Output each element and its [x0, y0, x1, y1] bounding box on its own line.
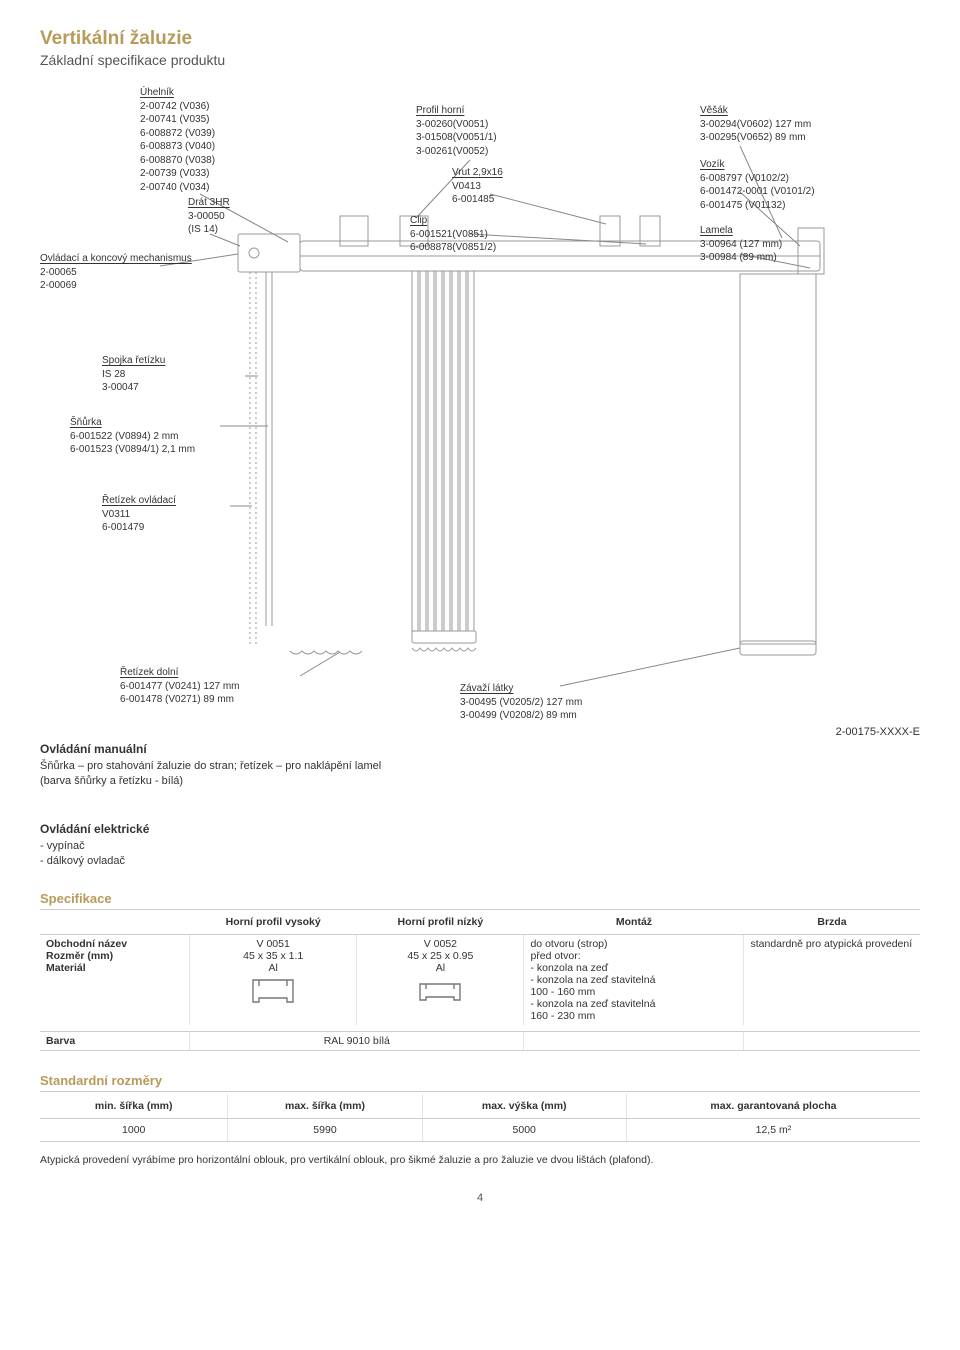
label-drat: Drát 3HR 3-00050(IS 14)	[188, 196, 230, 237]
product-code: 2-00175-XXXX-E	[836, 726, 920, 738]
label-vesak: Věšák 3-00294(V0602) 127 mm3-00295(V0652…	[700, 104, 811, 145]
profile-low-icon	[410, 974, 470, 1006]
page-number: 4	[40, 1192, 920, 1204]
label-spojka: Spojka řetízku IS 283-00047	[102, 354, 165, 395]
label-retizek-dolni: Řetízek dolní 6-001477 (V0241) 127 mm6-0…	[120, 666, 240, 707]
manual-title: Ovládání manuální	[40, 742, 920, 756]
label-snurka: Šňůrka 6-001522 (V0894) 2 mm6-001523 (V0…	[70, 416, 195, 457]
exploded-diagram: Úhelník 2-00742 (V036)2-00741 (V035)6-00…	[40, 86, 920, 806]
page-subtitle: Základní specifikace produktu	[40, 52, 920, 68]
label-vrut: Vrut 2,9x16 V04136-001485	[452, 166, 503, 207]
page-title: Vertikální žaluzie	[40, 28, 920, 50]
label-retizek-ovladaci: Řetízek ovládací V03116-001479	[102, 494, 176, 535]
electric-title: Ovládání elektrické	[40, 822, 920, 836]
dims-heading: Standardní rozměry	[40, 1073, 920, 1092]
spec-heading: Specifikace	[40, 891, 920, 910]
label-clip: Clip 6-001521(V0851)6-008878(V0851/2)	[410, 214, 496, 255]
profile-high-icon	[243, 974, 303, 1006]
label-zavazi: Závaží látky 3-00495 (V0205/2) 127 mm3-0…	[460, 682, 582, 723]
manual-body: Šňůrka – pro stahování žaluzie do stran;…	[40, 759, 920, 789]
label-mechanismus: Ovládací a koncový mechanismus 2-000652-…	[40, 252, 192, 293]
dims-table: min. šířka (mm) max. šířka (mm) max. výš…	[40, 1094, 920, 1142]
label-vozik: Vozík 6-008797 (V0102/2)6-001472-0001 (V…	[700, 158, 815, 212]
label-profil: Profil horní 3-00260(V0051)3-01508(V0051…	[416, 104, 497, 158]
electric-body: - vypínač- dálkový ovladač	[40, 839, 920, 869]
footnote: Atypická provedení vyrábíme pro horizont…	[40, 1154, 920, 1166]
label-lamela: Lamela 3-00964 (127 mm)3-00984 (89 mm)	[700, 224, 782, 265]
label-uhelnik: Úhelník 2-00742 (V036)2-00741 (V035)6-00…	[140, 86, 215, 194]
spec-table: Horní profil vysoký Horní profil nízký M…	[40, 910, 920, 1051]
